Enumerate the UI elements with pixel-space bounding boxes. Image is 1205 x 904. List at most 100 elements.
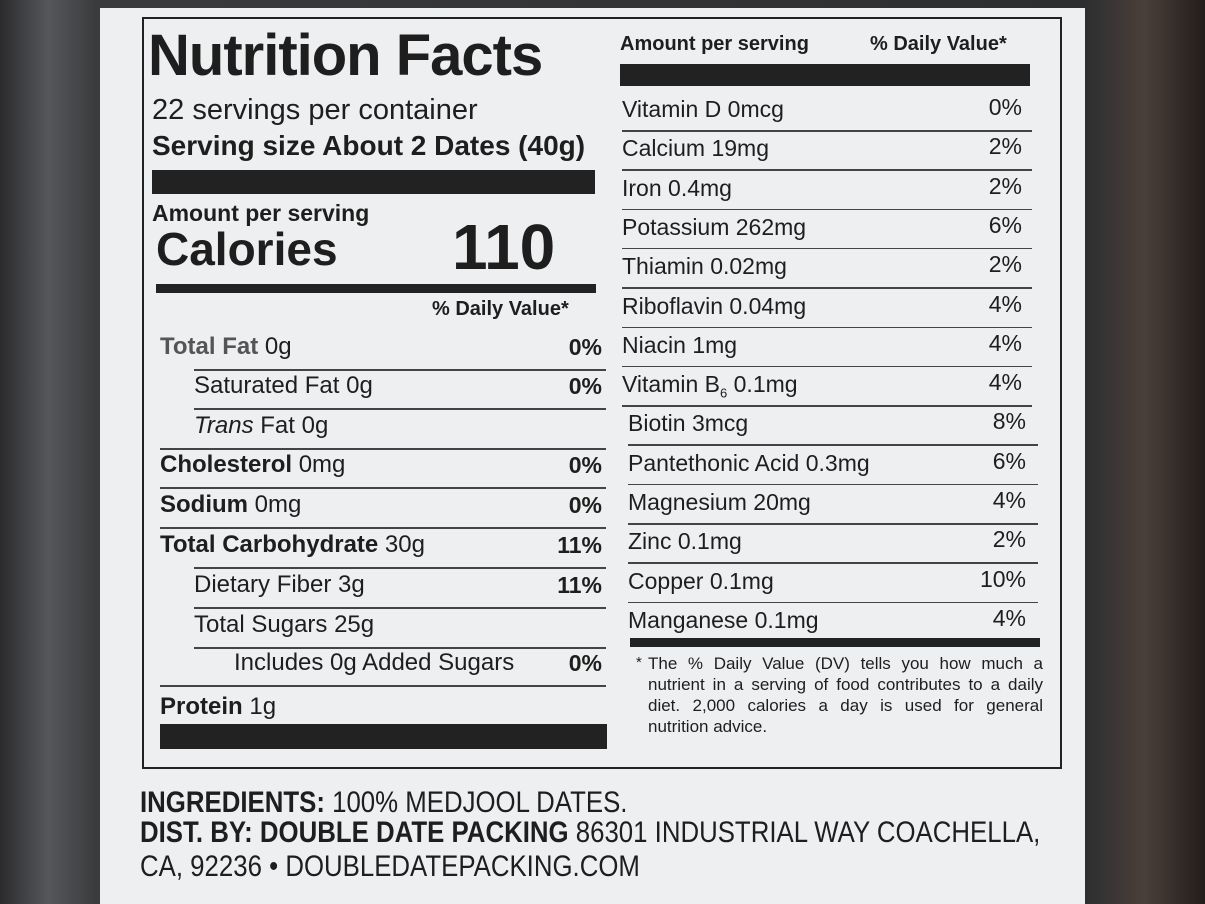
serving-size-value: About 2 Dates (40g) <box>322 130 586 161</box>
vitamin-row: Vitamin D 0mcg <box>622 96 784 123</box>
vitamin-dv: 4% <box>992 604 1026 631</box>
nutrient-row: Sodium 0mg <box>160 491 301 519</box>
vitamin-amount: 0.02mg <box>710 253 787 280</box>
nutrient-amount: 1g <box>249 693 277 720</box>
vitamin-row: Copper 0.1mg <box>628 568 774 595</box>
nutrient-amount: 0g <box>264 333 292 360</box>
row-divider <box>622 405 1032 407</box>
vitamin-row: Vitamin B6 0.1mg <box>622 371 798 401</box>
vitamin-amount: 0.1mg <box>677 528 742 555</box>
vitamin-amount: 0mcg <box>727 96 784 122</box>
vitamin-name: Copper <box>628 567 704 594</box>
medium-rule <box>630 638 1040 647</box>
vitamin-dv: 4% <box>988 369 1022 396</box>
row-divider <box>160 448 606 450</box>
vitamin-dv: 2% <box>988 172 1022 199</box>
vitamin-dv: 8% <box>992 408 1026 435</box>
vitamin-row: Zinc 0.1mg <box>628 528 742 555</box>
calories-value: 110 <box>452 211 556 283</box>
vitamin-amount: 0.1mg <box>709 567 774 594</box>
medium-rule <box>156 284 596 293</box>
vitamin-amount: 0.04mg <box>729 292 807 319</box>
vitamin-row: Manganese 0.1mg <box>628 607 819 634</box>
nutrient-amount: 0g <box>346 372 373 399</box>
vitamin-amount: 0.1mg <box>733 371 798 398</box>
vitamin-name: Calcium <box>622 135 706 162</box>
row-divider <box>194 369 606 371</box>
vitamin-dv: 6% <box>988 211 1022 238</box>
nutrient-amount: 3g <box>338 571 365 598</box>
vitamin-name: Magnesium <box>628 489 747 515</box>
vitamin-name: Manganese <box>628 606 749 633</box>
vitamin-row: Thiamin 0.02mg <box>622 253 787 280</box>
vitamin-row: Potassium 262mg <box>622 214 806 241</box>
nutrient-name: Dietary Fiber <box>194 571 332 598</box>
row-divider <box>628 523 1038 525</box>
vitamin-name: Vitamin B <box>622 371 721 398</box>
amount-per-serving: Amount per serving <box>152 200 370 226</box>
vitamin-amount: 0.4mg <box>668 174 732 201</box>
row-divider <box>194 408 606 410</box>
nutrient-row: Dietary Fiber 3g <box>194 571 365 599</box>
row-divider <box>194 567 606 569</box>
vitamin-row: Niacin 1mg <box>622 332 737 359</box>
nutrient-name: Saturated Fat <box>194 372 340 399</box>
dist-line: DIST. BY: DOUBLE DATE PACKING 86301 INDU… <box>140 816 1040 850</box>
row-divider <box>622 287 1032 289</box>
vitamin-dv: 4% <box>992 487 1026 513</box>
address-line1: 86301 INDUSTRIAL WAY COACHELLA, <box>575 816 1041 849</box>
ingredients-line: INGREDIENTS: 100% MEDJOOL DATES. <box>140 786 627 820</box>
thick-rule <box>160 724 607 749</box>
vitamin-row: Riboflavin 0.04mg <box>622 293 806 320</box>
dist-label: DIST. BY: DOUBLE DATE PACKING <box>140 816 569 849</box>
vitamin-amount: 3mcg <box>691 410 749 437</box>
vitamin-dv: 4% <box>988 329 1022 356</box>
row-divider <box>628 444 1038 446</box>
dv-header: % Daily Value* <box>432 298 569 320</box>
row-divider <box>628 601 1038 604</box>
address-line: CA, 92236 • DOUBLEDATEPACKING.COM <box>140 850 640 884</box>
nutrient-amount: 0g <box>301 412 329 439</box>
calories-label: Calories <box>156 223 338 275</box>
vitamin-dv: 0% <box>988 94 1022 120</box>
vitamin-amount: 1mg <box>692 331 738 358</box>
row-divider <box>622 247 1032 250</box>
vitamin-name: Niacin <box>622 331 686 358</box>
nutrient-row: Trans Fat 0g <box>194 412 328 440</box>
nutrient-amount: 0mg <box>254 491 302 518</box>
vitamin-amount: 262mg <box>735 213 807 240</box>
vitamin-amount: 0.3mg <box>805 449 870 476</box>
vitamin-row: Iron 0.4mg <box>622 175 732 202</box>
row-divider <box>160 527 606 529</box>
vitamin-name: Riboflavin <box>622 292 723 319</box>
nutrient-name: Fat <box>260 412 295 439</box>
website: DOUBLEDATEPACKING.COM <box>285 850 640 883</box>
nutrient-name: Total Fat <box>160 333 259 360</box>
bullet: • <box>269 850 279 883</box>
nutrient-dv: 0% <box>568 334 602 360</box>
right-header-dv: % Daily Value* <box>870 33 1007 55</box>
nutrient-row: Includes 0g Added Sugars <box>234 649 514 677</box>
nutrient-row: Total Fat 0g <box>160 333 292 361</box>
nutrient-name-italic: Trans <box>194 412 254 439</box>
vitamin-name: Pantethonic Acid <box>628 449 800 476</box>
vitamin-row: Magnesium 20mg <box>628 489 811 516</box>
label-paper <box>100 8 1085 904</box>
vitamin-dv: 4% <box>988 290 1022 317</box>
row-divider <box>622 130 1032 132</box>
thick-rule <box>152 170 595 194</box>
row-divider <box>622 326 1032 328</box>
vitamin-amount: 0.1mg <box>754 606 819 633</box>
vitamin-name: Biotin <box>628 410 686 437</box>
nutrient-name: Total Carbohydrate <box>160 531 379 558</box>
vitamin-name: Vitamin D <box>622 96 722 122</box>
row-divider <box>194 607 606 609</box>
nutrient-dv: 0% <box>568 492 602 518</box>
nutrient-amount: 25g <box>334 611 375 638</box>
vitamin-amount: 20mg <box>753 489 811 515</box>
row-divider <box>160 685 606 687</box>
serving-size: Serving size About 2 Dates (40g) <box>152 130 585 162</box>
vitamin-dv: 6% <box>992 447 1026 474</box>
ingredients: 100% MEDJOOL DATES. <box>332 786 628 819</box>
thick-rule <box>620 64 1030 86</box>
